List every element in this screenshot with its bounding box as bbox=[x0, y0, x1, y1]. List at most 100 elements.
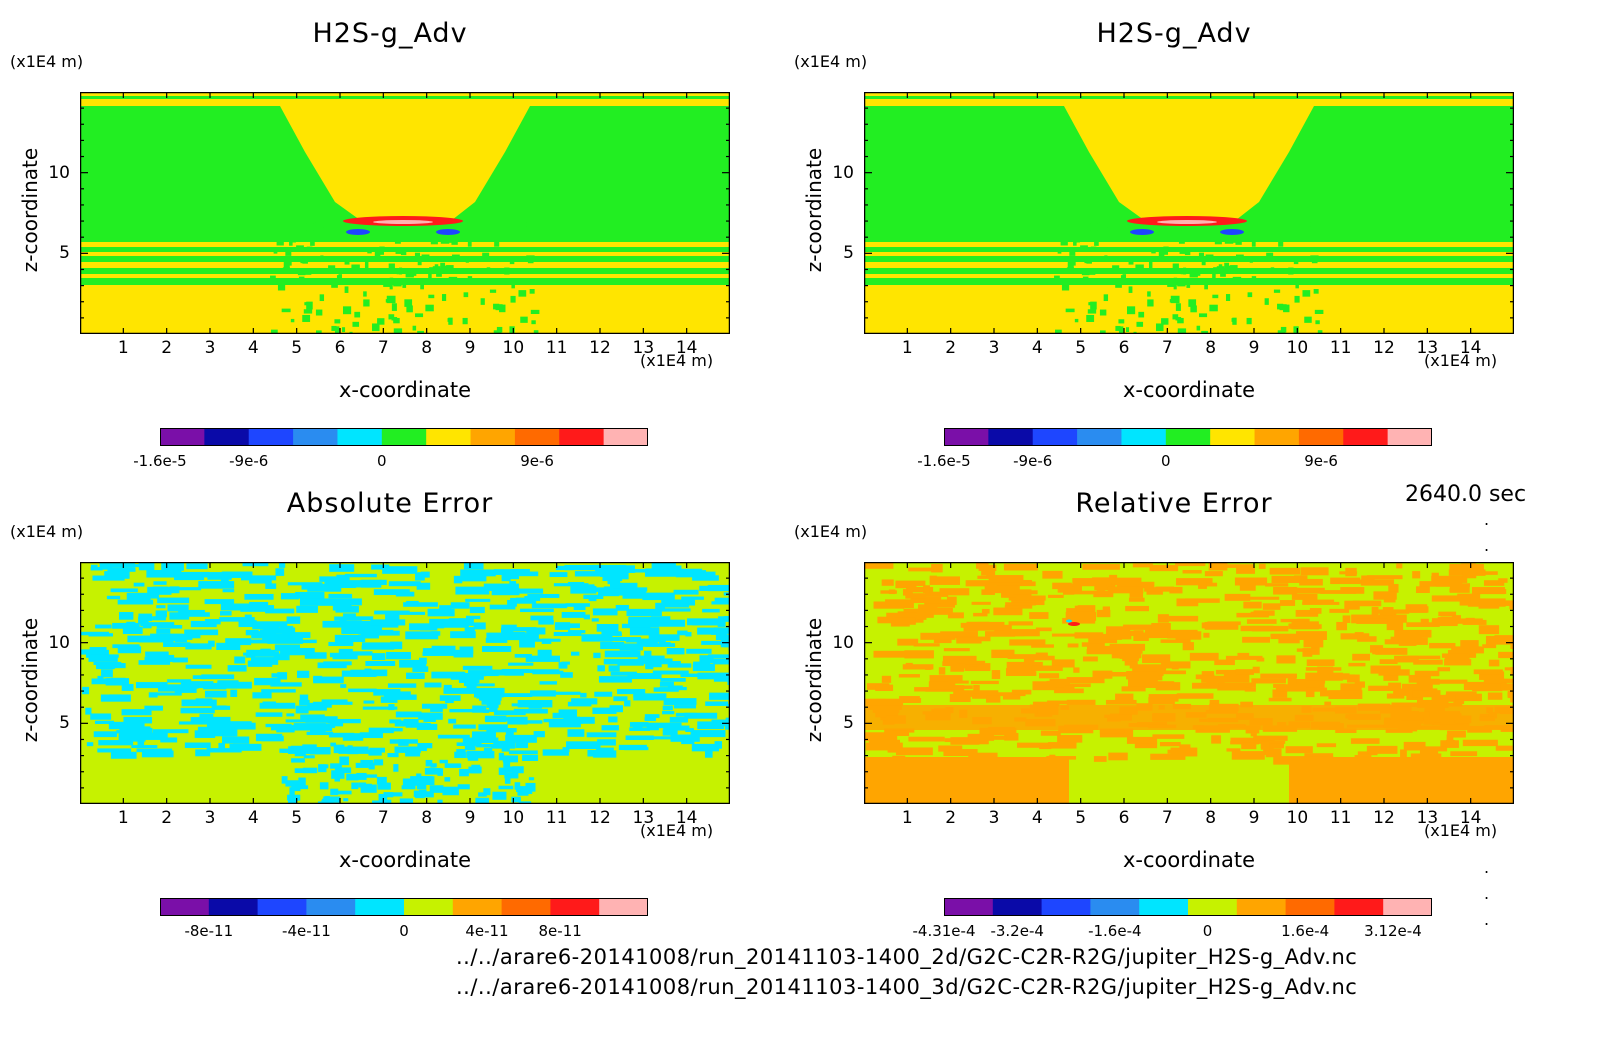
field-cell bbox=[478, 724, 508, 731]
field-cell bbox=[1212, 294, 1219, 299]
field-cell bbox=[1336, 621, 1348, 631]
field-cell bbox=[110, 751, 137, 759]
field-cell bbox=[101, 669, 113, 678]
plot-frame bbox=[80, 562, 730, 804]
field-cell bbox=[931, 563, 943, 573]
field-cell bbox=[897, 638, 919, 646]
y-tick-label: 5 bbox=[843, 243, 854, 264]
field-cell bbox=[287, 582, 323, 586]
field-cell bbox=[251, 631, 269, 639]
field-peak bbox=[1157, 220, 1217, 224]
field-cell bbox=[1266, 252, 1274, 261]
field-cell bbox=[567, 630, 586, 634]
field-band bbox=[80, 242, 730, 247]
field-cell bbox=[335, 279, 342, 284]
field-cell bbox=[1032, 701, 1056, 706]
field-cell bbox=[112, 644, 140, 649]
field-cell bbox=[356, 772, 367, 780]
field-cell bbox=[531, 320, 536, 325]
field-cell bbox=[222, 736, 235, 744]
colorbar-tick-label: -8e-11 bbox=[184, 922, 234, 940]
field-cell bbox=[1182, 642, 1194, 651]
field-cell bbox=[343, 798, 349, 802]
field-cell bbox=[524, 669, 560, 674]
field-cell bbox=[1051, 659, 1075, 668]
field-cell bbox=[217, 681, 252, 689]
field-cell bbox=[680, 673, 712, 678]
field-cell bbox=[1042, 570, 1063, 579]
dot-marker: . bbox=[1484, 884, 1490, 903]
chart-title: H2S-g_Adv bbox=[312, 18, 468, 49]
field-cell bbox=[1067, 260, 1073, 269]
field-cell bbox=[1017, 742, 1049, 748]
field-cell bbox=[508, 662, 534, 666]
panel-bottom-left: Absolute Error (x1E4 m) z-coordinate (x1… bbox=[0, 470, 780, 970]
field-cell bbox=[561, 661, 570, 665]
field-cell bbox=[302, 270, 312, 275]
field-cell bbox=[100, 694, 131, 702]
field-cell bbox=[1129, 664, 1168, 669]
field-cell bbox=[1276, 655, 1296, 664]
field-cell bbox=[933, 637, 952, 644]
field-cell bbox=[1205, 254, 1214, 262]
field-cell bbox=[971, 601, 991, 605]
field-cell bbox=[296, 670, 310, 678]
field-cell bbox=[232, 722, 256, 730]
field-cell bbox=[1115, 284, 1122, 288]
field-cell bbox=[950, 737, 980, 745]
colorbar-swatch bbox=[514, 428, 560, 446]
field-cell bbox=[592, 750, 617, 758]
field-cell bbox=[122, 626, 143, 635]
field-cell bbox=[1204, 571, 1223, 577]
field-cell bbox=[1108, 280, 1113, 284]
x-tick-label: 13 bbox=[1416, 808, 1439, 828]
field-cell bbox=[711, 719, 729, 727]
field-cell bbox=[496, 326, 503, 333]
field-cell bbox=[986, 695, 1001, 703]
field-cell bbox=[306, 223, 314, 231]
field-cell bbox=[453, 575, 463, 584]
field-cell bbox=[350, 620, 384, 628]
field-cell bbox=[273, 653, 290, 661]
colorbar-swatch bbox=[1139, 898, 1189, 916]
dot-marker: . bbox=[1484, 510, 1490, 529]
field-cell bbox=[262, 627, 296, 634]
field-cell bbox=[403, 227, 409, 234]
field-cell bbox=[88, 656, 118, 662]
field-cell bbox=[711, 601, 730, 605]
x-tick-label: 7 bbox=[1161, 808, 1173, 828]
x-unit-label: (x1E4 m) bbox=[1424, 821, 1498, 840]
field-cell bbox=[152, 729, 189, 734]
field-cell bbox=[184, 629, 219, 636]
field-cell bbox=[328, 732, 355, 738]
field-cell bbox=[306, 246, 313, 251]
field-cell bbox=[364, 260, 369, 269]
field-cell bbox=[362, 706, 398, 710]
field-cell bbox=[516, 588, 544, 594]
x-tick-label: 1 bbox=[901, 808, 913, 828]
field-cell bbox=[1039, 673, 1060, 679]
field-cell bbox=[457, 784, 470, 790]
field-cell bbox=[644, 643, 676, 647]
field-cell bbox=[504, 772, 519, 779]
field-cell bbox=[943, 648, 970, 652]
x-tick-label: 13 bbox=[632, 808, 655, 828]
field-cell bbox=[699, 655, 714, 664]
x-tick-label: 9 bbox=[464, 338, 476, 358]
field-cell bbox=[676, 686, 687, 691]
field-band bbox=[864, 242, 1514, 247]
field-cell bbox=[1195, 674, 1215, 680]
colorbar-swatch bbox=[1285, 898, 1335, 916]
field-cell bbox=[1177, 282, 1186, 287]
field-cell bbox=[1245, 727, 1260, 734]
field-cell bbox=[368, 749, 382, 756]
field-cell bbox=[1209, 699, 1220, 706]
field-cell bbox=[1148, 260, 1153, 269]
field-cell bbox=[388, 230, 398, 237]
field-cell bbox=[430, 705, 443, 712]
y-tick-label: 10 bbox=[48, 162, 70, 183]
field-cell bbox=[1106, 626, 1131, 636]
dot-marker: . bbox=[1484, 858, 1490, 877]
field-cell bbox=[121, 683, 134, 691]
field-cell bbox=[1119, 632, 1132, 640]
